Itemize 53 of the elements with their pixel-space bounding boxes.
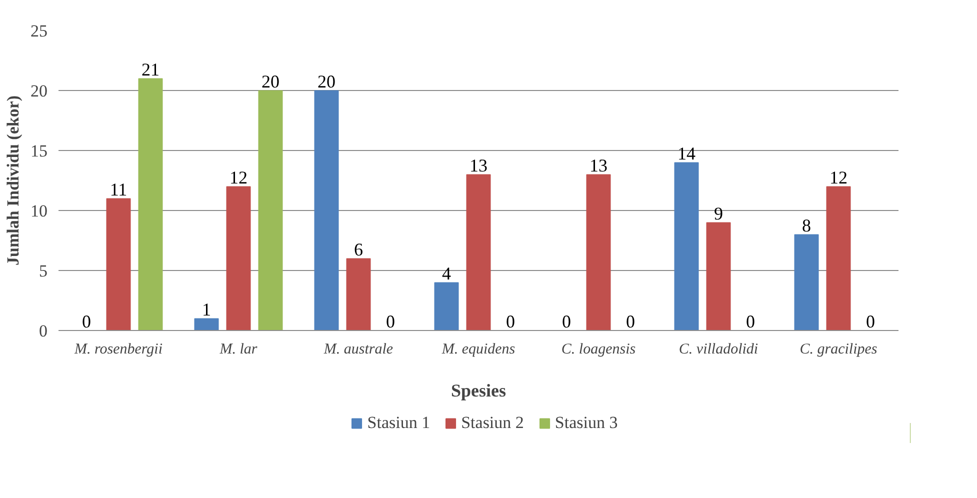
legend-label: Stasiun 2 [461, 413, 524, 433]
bar [106, 198, 131, 330]
data-label: 13 [590, 156, 608, 176]
data-label: 13 [470, 156, 488, 176]
bar [706, 222, 731, 330]
y-axis-title: Jumlah Individu (ekor) [4, 95, 22, 266]
data-label: 0 [746, 312, 755, 332]
y-tick-label: 15 [30, 142, 48, 160]
data-label: 0 [82, 312, 91, 332]
data-label: 12 [230, 168, 248, 188]
bar [194, 318, 219, 330]
data-label: 8 [802, 216, 811, 236]
y-tick-label: 5 [39, 262, 48, 280]
x-tick-label: M. equidens [440, 342, 516, 358]
data-label: 11 [110, 180, 128, 200]
data-label: 20 [318, 72, 336, 92]
data-label: 6 [354, 240, 363, 260]
x-tick-label: C. loagensis [561, 342, 636, 358]
bar [226, 186, 251, 330]
bar [794, 234, 819, 330]
bar [346, 258, 371, 330]
x-tick-label: M. lar [218, 342, 258, 358]
data-label: 0 [506, 312, 515, 332]
legend-label: Stasiun 3 [554, 413, 618, 433]
bar [258, 90, 283, 330]
bar [314, 90, 339, 330]
data-label: 1 [202, 300, 211, 320]
bar [138, 78, 163, 330]
x-axis-title: Spesies [450, 380, 506, 400]
y-tick-label: 20 [30, 82, 48, 100]
data-label: 21 [142, 60, 160, 80]
y-tick-label: 0 [39, 322, 48, 340]
data-label: 14 [678, 144, 696, 164]
bar [674, 162, 699, 330]
x-tick-label: C. gracilipes [800, 342, 878, 358]
legend-label: Stasiun 1 [367, 413, 430, 433]
y-tick-label: 25 [30, 22, 48, 40]
data-label: 20 [262, 72, 280, 92]
data-label: 0 [386, 312, 395, 332]
x-tick-label: C. villadolidi [678, 342, 758, 358]
data-label: 9 [714, 204, 723, 224]
bar [586, 174, 611, 330]
bar [434, 282, 459, 330]
bar [826, 186, 851, 330]
data-label: 12 [830, 168, 848, 188]
y-tick-label: 10 [30, 202, 48, 220]
data-label: 4 [442, 264, 451, 284]
data-label: 0 [626, 312, 635, 332]
x-tick-label: M. rosenbergii [73, 342, 163, 358]
data-label: 0 [562, 312, 571, 332]
bar [466, 174, 491, 330]
x-tick-label: M. australe [322, 342, 394, 358]
data-label: 0 [866, 312, 875, 332]
